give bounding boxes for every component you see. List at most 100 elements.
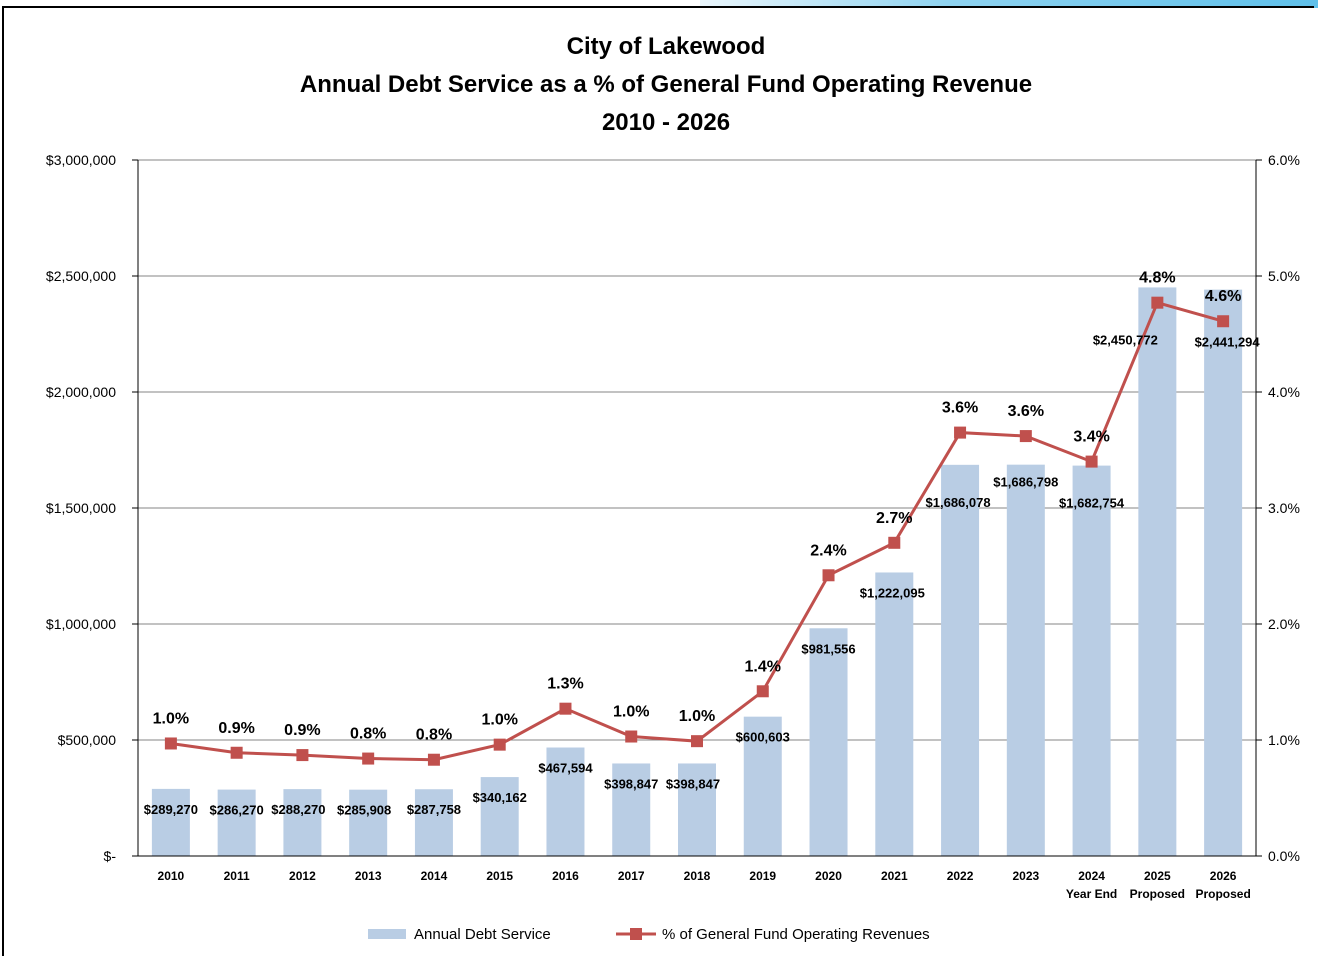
line-point xyxy=(362,752,375,765)
bar-data-label: $1,682,754 xyxy=(1059,496,1125,511)
line-data-label: 2.4% xyxy=(810,542,846,559)
x-tick-label: 2022 xyxy=(947,869,974,883)
x-tick-label: 2025 xyxy=(1144,869,1171,883)
legend-line-marker xyxy=(630,928,642,940)
x-tick-label: 2010 xyxy=(158,869,185,883)
y-left-tick-label: $- xyxy=(104,848,117,864)
bar-data-label: $981,556 xyxy=(801,641,855,656)
bar-data-label: $287,758 xyxy=(407,802,461,817)
bar xyxy=(1072,465,1111,856)
line-point xyxy=(1151,296,1164,309)
line-point xyxy=(559,702,572,715)
bar-data-label: $1,686,078 xyxy=(926,495,991,510)
y-right-tick-label: 3.0% xyxy=(1268,500,1300,516)
x-tick-label: 2024 xyxy=(1078,869,1105,883)
x-tick-label: 2013 xyxy=(355,869,382,883)
line-data-label: 4.6% xyxy=(1205,288,1241,305)
line-data-label: 0.9% xyxy=(284,722,320,739)
x-tick-label: 2021 xyxy=(881,869,908,883)
y-left-tick-label: $1,000,000 xyxy=(46,616,116,632)
legend-bar-swatch xyxy=(368,929,406,939)
x-tick-label: 2012 xyxy=(289,869,316,883)
x-tick-label: 2017 xyxy=(618,869,645,883)
x-tick-label: 2018 xyxy=(684,869,711,883)
window-top-strip xyxy=(0,0,1318,8)
y-left-tick-label: $2,000,000 xyxy=(46,384,116,400)
y-left-tick-label: $500,000 xyxy=(58,732,117,748)
line-point xyxy=(1085,455,1098,468)
line-point xyxy=(164,737,177,750)
x-tick-label: 2014 xyxy=(421,869,448,883)
gridlines xyxy=(138,159,1256,741)
data-labels: $289,270 $286,270 $288,270 $285,908 $287,758… xyxy=(144,270,1261,818)
bar-data-label: $1,686,798 xyxy=(993,475,1058,490)
y-right-tick-label: 2.0% xyxy=(1268,616,1300,632)
line-series xyxy=(164,296,1230,766)
series-line xyxy=(170,300,1224,762)
y-left-tick-label: $3,000,000 xyxy=(46,152,116,168)
line-data-label: 1.3% xyxy=(547,676,583,693)
bar-series xyxy=(151,287,1243,857)
bar-data-label: $288,270 xyxy=(271,802,325,817)
line-point xyxy=(230,746,243,759)
x-tick-label: 2026 xyxy=(1210,869,1237,883)
y-right-tick-label: 1.0% xyxy=(1268,732,1300,748)
x-tick-label: 2020 xyxy=(815,869,842,883)
line-data-label: 0.8% xyxy=(350,726,386,743)
y-left-tick-label: $2,500,000 xyxy=(46,268,116,284)
bar xyxy=(283,789,322,856)
chart-title-line: 2010 - 2026 xyxy=(602,109,730,136)
bar-data-label: $1,222,095 xyxy=(860,585,925,600)
decorative-band xyxy=(700,0,1318,8)
line-data-label: 1.0% xyxy=(613,704,649,721)
line-point xyxy=(888,536,901,549)
bar-data-label: $467,594 xyxy=(538,761,593,776)
bar xyxy=(1006,464,1045,856)
line-point xyxy=(427,753,440,766)
line-point xyxy=(822,569,835,582)
line-point xyxy=(954,426,967,439)
axes: $- $500,000 $1,000,000 $1,500,000 $2,000,000… xyxy=(46,152,1300,901)
bar-data-label: $398,847 xyxy=(604,776,658,791)
line-point xyxy=(625,730,638,743)
line-point xyxy=(1019,430,1032,443)
line-data-label: 0.8% xyxy=(416,727,452,744)
line-data-label: 1.0% xyxy=(153,710,189,727)
line-data-label: 3.6% xyxy=(1008,403,1044,420)
line-point xyxy=(493,738,506,751)
line-data-label: 1.0% xyxy=(481,712,517,729)
bar xyxy=(941,464,980,856)
bar xyxy=(1138,287,1177,856)
x-tick-label: 2023 xyxy=(1012,869,1039,883)
bar xyxy=(480,777,519,856)
line-point xyxy=(296,749,309,762)
line-point xyxy=(756,685,769,698)
legend-bar-label: Annual Debt Service xyxy=(414,926,551,943)
bar xyxy=(678,763,716,856)
bar xyxy=(875,572,914,856)
legend-line-label: % of General Fund Operating Revenues xyxy=(662,926,930,943)
bar xyxy=(1204,289,1243,857)
bar-data-label: $285,908 xyxy=(337,803,391,818)
line-data-label: 3.4% xyxy=(1073,429,1109,446)
bar-data-label: $398,847 xyxy=(666,776,720,791)
bar xyxy=(743,716,782,856)
x-tick-label: 2011 xyxy=(224,869,250,883)
y-left-tick-label: $1,500,000 xyxy=(46,500,116,516)
bar-data-label: $286,270 xyxy=(210,803,264,818)
line-point xyxy=(691,735,703,748)
bar xyxy=(612,763,651,856)
line-data-label: 2.7% xyxy=(876,510,912,527)
y-right-tick-label: 6.0% xyxy=(1268,152,1300,168)
bar-data-label: $289,270 xyxy=(144,802,198,817)
line-data-label: 1.0% xyxy=(679,708,715,725)
bar xyxy=(349,789,388,856)
bar xyxy=(151,788,190,856)
line-data-label: 1.4% xyxy=(745,658,781,675)
chart-title-line: Annual Debt Service as a % of General Fu… xyxy=(300,71,1032,98)
chart-title-line: City of Lakewood xyxy=(567,33,766,60)
y-right-tick-label: 0.0% xyxy=(1268,848,1300,864)
x-tick-label: Proposed xyxy=(1195,887,1250,901)
x-tick-label: 2016 xyxy=(552,869,579,883)
